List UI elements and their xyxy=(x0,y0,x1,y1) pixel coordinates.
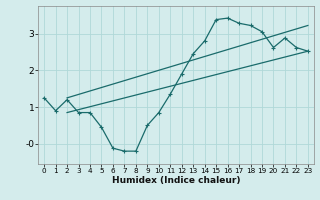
X-axis label: Humidex (Indice chaleur): Humidex (Indice chaleur) xyxy=(112,176,240,185)
